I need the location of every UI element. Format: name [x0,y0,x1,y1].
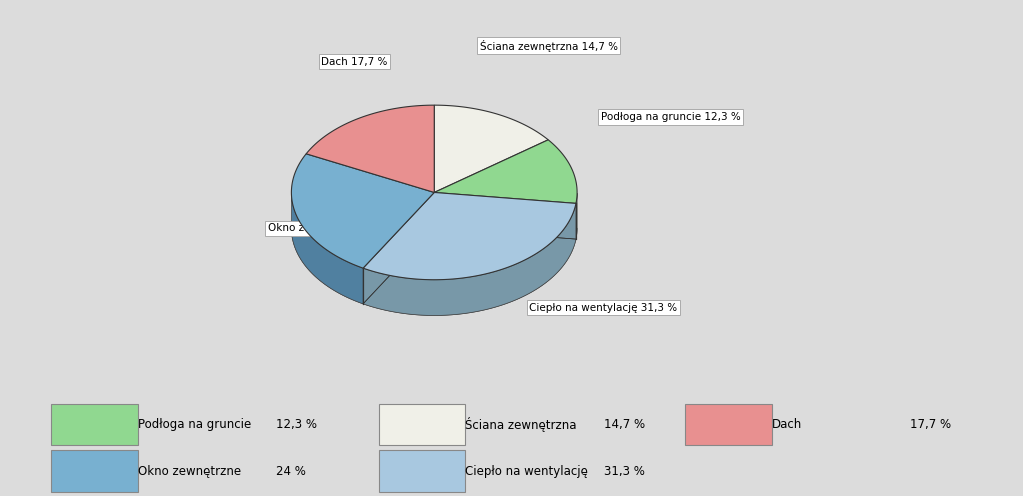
Polygon shape [576,193,577,239]
Polygon shape [292,228,577,315]
Polygon shape [434,105,548,192]
Text: 17,7 %: 17,7 % [910,418,951,431]
Text: Ściana zewnętrzna 14,7 %: Ściana zewnętrzna 14,7 % [480,40,618,52]
Text: Podłoga na gruncie: Podłoga na gruncie [138,418,252,431]
FancyBboxPatch shape [379,450,465,492]
Polygon shape [363,203,576,315]
Text: 31,3 %: 31,3 % [604,465,644,478]
Polygon shape [434,140,577,203]
Polygon shape [292,194,363,304]
FancyBboxPatch shape [51,404,138,445]
Text: Okno zewnętrzne 24 %: Okno zewnętrzne 24 % [268,223,388,233]
Text: Dach 17,7 %: Dach 17,7 % [321,57,388,66]
Text: Ciepło na wentylację: Ciepło na wentylację [465,465,588,478]
Polygon shape [306,105,434,192]
Text: Dach: Dach [772,418,803,431]
Text: Podłoga na gruncie 12,3 %: Podłoga na gruncie 12,3 % [601,112,741,122]
Text: Ściana zewnętrzna: Ściana zewnętrzna [465,417,577,432]
Text: 24 %: 24 % [276,465,306,478]
Text: 14,7 %: 14,7 % [604,418,644,431]
Text: 12,3 %: 12,3 % [276,418,317,431]
Text: Ciepło na wentylację 31,3 %: Ciepło na wentylację 31,3 % [530,303,677,312]
FancyBboxPatch shape [379,404,465,445]
Text: Okno zewnętrzne: Okno zewnętrzne [138,465,241,478]
FancyBboxPatch shape [685,404,772,445]
Polygon shape [363,192,576,280]
Polygon shape [292,154,434,268]
FancyBboxPatch shape [51,450,138,492]
